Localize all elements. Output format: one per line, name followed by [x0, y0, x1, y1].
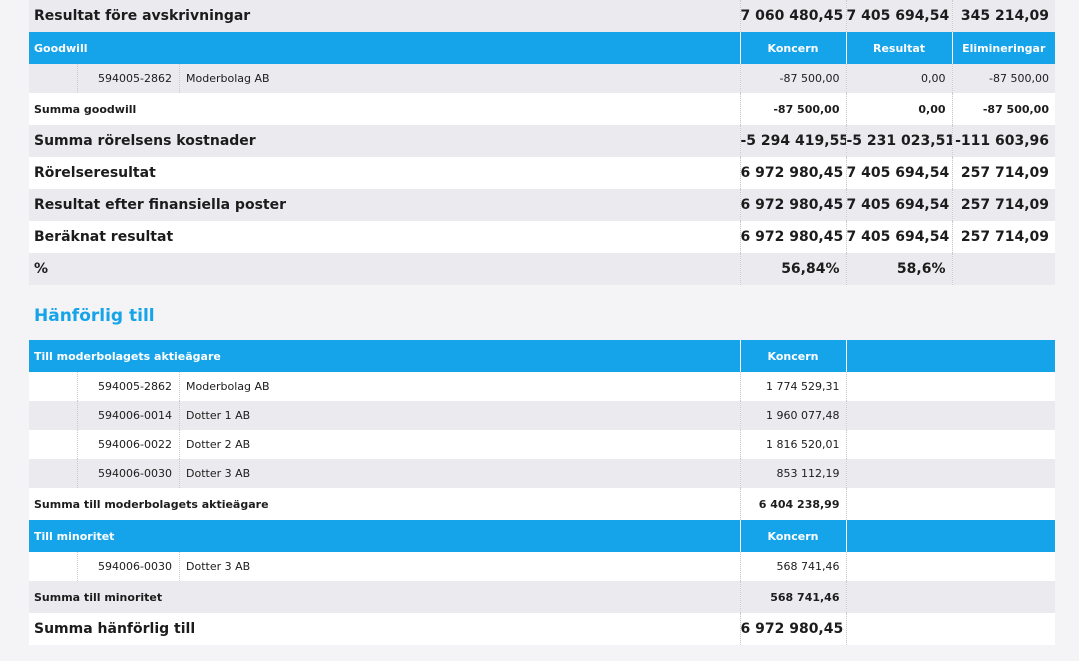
value-elimineringar	[951, 253, 1055, 285]
header-koncern: Koncern	[739, 340, 846, 372]
result-table: Resultat före avskrivningar 7 060 480,45…	[29, 0, 1055, 285]
value-koncern: -87 500,00	[739, 93, 846, 125]
value-resultat: 0,00	[845, 64, 952, 93]
value-koncern: 1 816 520,01	[739, 430, 846, 459]
company-code: 594005-2862	[78, 372, 180, 401]
row-sum-minority: Summa till minoritet 568 741,46	[29, 581, 1055, 613]
value-resultat: 7 405 694,54	[845, 157, 952, 189]
table-row: 594005-2862 Moderbolag AB -87 500,00 0,00…	[29, 64, 1055, 93]
value-resultat: 7 405 694,54	[845, 221, 952, 253]
value-elimineringar: -87 500,00	[951, 64, 1055, 93]
company-name: Dotter 1 AB	[186, 409, 251, 422]
value-elimineringar: 345 214,09	[951, 0, 1055, 32]
header-elimineringar: Elimineringar	[951, 32, 1055, 64]
value-resultat: -5 231 023,51	[845, 125, 952, 157]
company-code: 594006-0022	[78, 430, 180, 459]
empty-cell	[845, 372, 1055, 401]
value-koncern: 568 741,46	[739, 552, 846, 581]
empty-cell	[845, 459, 1055, 488]
parent-header: Till moderbolagets aktieägare Koncern	[29, 340, 1055, 372]
value-resultat: 7 405 694,54	[845, 189, 952, 221]
value-resultat: 58,6%	[845, 253, 952, 285]
value-resultat: 7 405 694,54	[845, 0, 952, 32]
value-elimineringar: -111 603,96	[951, 125, 1055, 157]
table-row: 594006-0022 Dotter 2 AB 1 816 520,01	[29, 430, 1055, 459]
header-empty	[845, 340, 1055, 372]
value-koncern: -5 294 419,55	[739, 125, 846, 157]
section-title: Hänförlig till	[34, 306, 155, 326]
company-code: 594006-0014	[78, 401, 180, 430]
table-row: 594006-0014 Dotter 1 AB 1 960 077,48	[29, 401, 1055, 430]
value-koncern: 6 972 980,45	[739, 613, 846, 645]
empty-cell	[845, 488, 1055, 520]
goodwill-header: Goodwill Koncern Resultat Elimineringar	[29, 32, 1055, 64]
table-row: 594006-0030 Dotter 3 AB 568 741,46	[29, 552, 1055, 581]
attributable-table: Till moderbolagets aktieägare Koncern 59…	[29, 340, 1055, 645]
row-operating-result: Rörelseresultat 6 972 980,45 7 405 694,5…	[29, 157, 1055, 189]
value-koncern: 568 741,46	[739, 581, 846, 613]
value-elimineringar: 257 714,09	[951, 221, 1055, 253]
table-row: 594005-2862 Moderbolag AB 1 774 529,31	[29, 372, 1055, 401]
value-elimineringar: 257 714,09	[951, 157, 1055, 189]
value-koncern: 6 972 980,45	[739, 221, 846, 253]
company-name: Dotter 2 AB	[186, 438, 251, 451]
value-elimineringar: -87 500,00	[951, 93, 1055, 125]
row-sum-costs: Summa rörelsens kostnader -5 294 419,55 …	[29, 125, 1055, 157]
empty-cell	[845, 613, 1055, 645]
table-row: 594006-0030 Dotter 3 AB 853 112,19	[29, 459, 1055, 488]
row-sum-attributable: Summa hänförlig till 6 972 980,45	[29, 613, 1055, 645]
row-label: %	[29, 253, 740, 285]
row-label: Rörelseresultat	[29, 157, 740, 189]
row-label: Beräknat resultat	[29, 221, 740, 253]
empty-cell	[845, 430, 1055, 459]
header-label: Till minoritet	[29, 520, 740, 552]
header-resultat: Resultat	[845, 32, 952, 64]
value-koncern: 853 112,19	[739, 459, 846, 488]
row-label: Summa rörelsens kostnader	[29, 125, 740, 157]
row-sum-goodwill: Summa goodwill -87 500,00 0,00 -87 500,0…	[29, 93, 1055, 125]
row-label: Summa goodwill	[29, 93, 740, 125]
row-label: Summa hänförlig till	[29, 613, 740, 645]
row-calculated-result: Beräknat resultat 6 972 980,45 7 405 694…	[29, 221, 1055, 253]
row-percent: % 56,84% 58,6%	[29, 253, 1055, 285]
value-koncern: 1 960 077,48	[739, 401, 846, 430]
value-elimineringar: 257 714,09	[951, 189, 1055, 221]
value-koncern: 6 972 980,45	[739, 157, 846, 189]
company-name: Dotter 3 AB	[186, 560, 251, 573]
header-label: Till moderbolagets aktieägare	[29, 340, 740, 372]
row-label: Resultat före avskrivningar	[29, 0, 740, 32]
value-koncern: 6 404 238,99	[739, 488, 846, 520]
company-name: Moderbolag AB	[186, 72, 270, 85]
company-code: 594006-0030	[78, 552, 180, 581]
row-label: Summa till minoritet	[29, 581, 740, 613]
minority-header: Till minoritet Koncern	[29, 520, 1055, 552]
company-name: Dotter 3 AB	[186, 467, 251, 480]
value-resultat: 0,00	[845, 93, 952, 125]
header-label: Goodwill	[29, 32, 740, 64]
empty-cell	[845, 401, 1055, 430]
company-code: 594006-0030	[78, 459, 180, 488]
row-after-financial: Resultat efter finansiella poster 6 972 …	[29, 189, 1055, 221]
company-name: Moderbolag AB	[186, 380, 270, 393]
header-koncern: Koncern	[739, 520, 846, 552]
header-empty	[845, 520, 1055, 552]
value-koncern: 1 774 529,31	[739, 372, 846, 401]
empty-cell	[845, 552, 1055, 581]
value-koncern: 7 060 480,45	[739, 0, 846, 32]
company-code: 594005-2862	[78, 64, 180, 93]
row-result-before-depreciation: Resultat före avskrivningar 7 060 480,45…	[29, 0, 1055, 32]
empty-cell	[845, 581, 1055, 613]
header-koncern: Koncern	[739, 32, 846, 64]
row-label: Resultat efter finansiella poster	[29, 189, 740, 221]
value-koncern: 56,84%	[739, 253, 846, 285]
row-label: Summa till moderbolagets aktieägare	[29, 488, 740, 520]
row-sum-parent: Summa till moderbolagets aktieägare 6 40…	[29, 488, 1055, 520]
value-koncern: 6 972 980,45	[739, 189, 846, 221]
value-koncern: -87 500,00	[739, 64, 846, 93]
